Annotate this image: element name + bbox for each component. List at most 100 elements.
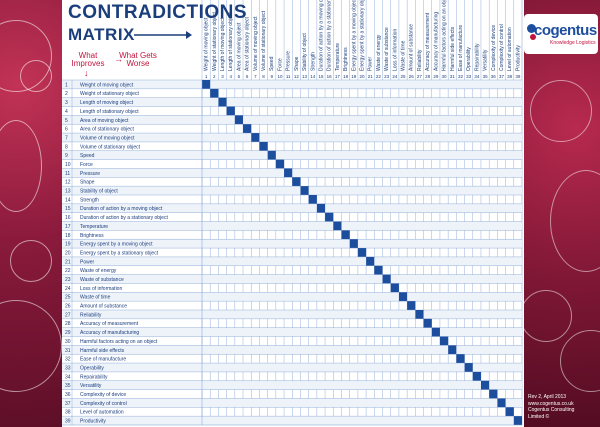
row-number: 25 bbox=[65, 295, 71, 301]
footer-company: Cogentus Consulting bbox=[528, 407, 575, 413]
row-label: Energy spent by a stationary object bbox=[80, 250, 159, 256]
diagonal-cell bbox=[218, 97, 227, 107]
diagonal-cell bbox=[431, 327, 440, 337]
row-label: Area of moving object bbox=[80, 118, 129, 124]
diagonal-cell bbox=[333, 221, 342, 231]
right-decorative-panel bbox=[520, 0, 600, 427]
column-number: 12 bbox=[294, 74, 300, 79]
cogentus-logo: cogentus Knowledge Logistics bbox=[524, 14, 598, 54]
column-number: 37 bbox=[499, 74, 505, 79]
diagonal-cell bbox=[513, 416, 522, 425]
column-header: Volume of stationary object bbox=[261, 10, 267, 71]
diagonal-cell bbox=[480, 380, 490, 390]
row-band bbox=[62, 274, 522, 284]
diagonal-cell bbox=[398, 292, 408, 302]
row-band bbox=[62, 133, 522, 142]
row-number: 1 bbox=[65, 82, 68, 88]
column-number: 33 bbox=[466, 74, 472, 79]
diagonal-cell bbox=[259, 141, 268, 151]
row-number: 28 bbox=[65, 321, 71, 327]
column-header: Force bbox=[277, 58, 283, 71]
row-number: 32 bbox=[65, 357, 71, 363]
diagonal-arrow-icon bbox=[134, 31, 192, 39]
row-number: 37 bbox=[65, 401, 71, 407]
row-label: Duration of action by a stationary objec… bbox=[80, 215, 168, 221]
column-header: Harmful side effects bbox=[450, 26, 456, 71]
footer-revision: Rev 2, April 2013 bbox=[528, 394, 567, 400]
row-number: 23 bbox=[65, 277, 71, 283]
row-label: Length of stationary object bbox=[80, 109, 139, 115]
column-header: Complexity of control bbox=[499, 24, 505, 71]
diagonal-cell bbox=[472, 371, 481, 381]
row-label: Complexity of device bbox=[80, 392, 126, 398]
diagonal-cell bbox=[202, 80, 211, 89]
title-block: CONTRADICTIONS MATRIX What Improves ↓ Wh… bbox=[62, 0, 247, 80]
row-number: 19 bbox=[65, 242, 71, 248]
column-header: Operability bbox=[466, 47, 472, 71]
row-label: Brightness bbox=[80, 233, 104, 239]
column-header: Amount of substance bbox=[409, 24, 415, 71]
column-header: Strength bbox=[310, 52, 316, 71]
diagonal-cell bbox=[374, 265, 383, 275]
column-header: Repairability bbox=[474, 43, 480, 71]
what-gets-worse-label: What Gets Worse bbox=[119, 51, 157, 68]
row-number: 24 bbox=[65, 286, 71, 292]
row-number: 38 bbox=[65, 410, 71, 416]
column-number: 15 bbox=[318, 74, 324, 79]
row-number: 22 bbox=[65, 268, 71, 274]
row-number: 3 bbox=[65, 100, 68, 106]
row-label: Volume of stationary object bbox=[80, 144, 141, 150]
row-label: Waste of substance bbox=[80, 277, 124, 283]
row-label: Productivity bbox=[80, 419, 106, 425]
row-number: 27 bbox=[65, 312, 71, 318]
row-number: 21 bbox=[65, 259, 71, 265]
diagonal-cell bbox=[448, 345, 457, 355]
column-header: Waste of substance bbox=[384, 27, 390, 71]
diagonal-cell bbox=[489, 389, 498, 399]
diagonal-cell bbox=[243, 124, 252, 134]
diagonal-cell bbox=[415, 310, 424, 319]
row-band bbox=[62, 363, 522, 372]
row-band bbox=[62, 80, 522, 89]
column-header: Volume of moving object bbox=[253, 16, 259, 71]
column-header: Pressure bbox=[286, 51, 292, 71]
row-label: Speed bbox=[80, 153, 95, 159]
row-label: Weight of moving object bbox=[80, 82, 134, 88]
diagonal-cell bbox=[292, 177, 301, 187]
row-band bbox=[62, 256, 522, 266]
diagonal-cell bbox=[226, 106, 235, 116]
row-number: 6 bbox=[65, 127, 68, 133]
diagonal-cell bbox=[464, 363, 473, 372]
row-label: Complexity of control bbox=[80, 401, 127, 407]
diagonal-cell bbox=[407, 301, 416, 310]
row-label: Accuracy of manufacturing bbox=[80, 330, 139, 336]
row-label: Power bbox=[80, 259, 95, 265]
row-label: Strength bbox=[80, 197, 99, 203]
column-number: 16 bbox=[327, 74, 333, 79]
footer-info: Rev 2, April 2013 www.cogentus.co.uk Cog… bbox=[528, 394, 600, 420]
row-label: Waste of energy bbox=[80, 268, 117, 274]
diagonal-cell bbox=[308, 195, 317, 204]
column-header: Length of stationary object bbox=[228, 12, 234, 71]
column-header: Waste of time bbox=[401, 40, 407, 71]
diagonal-cell bbox=[390, 283, 399, 293]
column-header: Level of automation bbox=[507, 27, 513, 71]
diagonal-cell bbox=[497, 398, 506, 408]
column-number: 31 bbox=[450, 74, 456, 79]
row-number: 20 bbox=[65, 250, 71, 256]
column-header: Waste of energy bbox=[376, 34, 382, 71]
column-number: 8 bbox=[262, 74, 265, 79]
column-header: Area of moving object bbox=[236, 22, 242, 71]
column-number: 21 bbox=[368, 74, 374, 79]
row-number: 16 bbox=[65, 215, 71, 221]
diagonal-cell bbox=[210, 88, 219, 98]
arrow-right-icon: → bbox=[114, 54, 123, 64]
column-header: Reliability bbox=[417, 49, 423, 71]
column-number: 25 bbox=[401, 74, 407, 79]
brand-name: cogentus bbox=[534, 22, 597, 39]
row-number: 35 bbox=[65, 383, 71, 389]
row-number: 12 bbox=[65, 180, 71, 186]
row-number: 30 bbox=[65, 339, 71, 345]
column-header: Energy spent by a moving object bbox=[351, 0, 357, 71]
column-number: 23 bbox=[384, 74, 390, 79]
